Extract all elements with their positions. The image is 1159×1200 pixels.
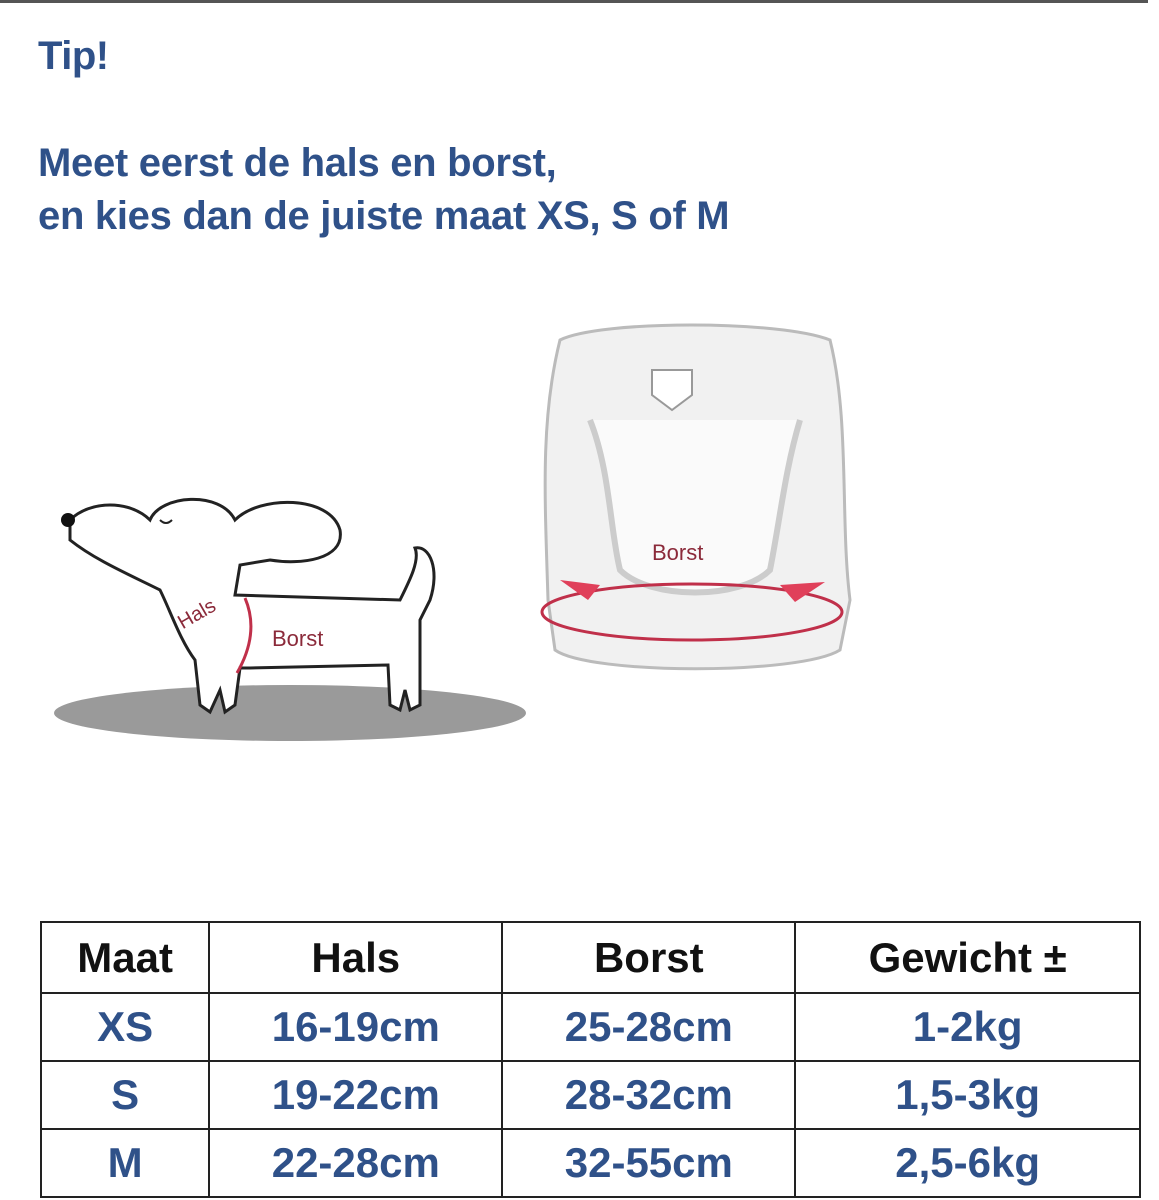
header-hals: Hals <box>208 921 504 994</box>
size-table: Maat Hals Borst Gewicht ± XS 16-19cm 25-… <box>39 921 1141 1198</box>
measurement-illustration: Hals Borst Borst <box>54 323 852 741</box>
cell-chest: 28-32cm <box>501 1060 797 1130</box>
cell-weight: 1,5-3kg <box>794 1060 1141 1130</box>
cell-weight: 1-2kg <box>794 992 1141 1062</box>
dog-drawing <box>54 497 526 741</box>
harness-chest-label: Borst <box>652 540 703 565</box>
cell-chest: 32-55cm <box>501 1128 797 1198</box>
table-row: S 19-22cm 28-32cm 1,5-3kg <box>39 1060 1141 1130</box>
cell-weight: 2,5-6kg <box>794 1128 1141 1198</box>
table-row: XS 16-19cm 25-28cm 1-2kg <box>39 992 1141 1062</box>
cell-chest: 25-28cm <box>501 992 797 1062</box>
instruction-line-1: Meet eerst de hals en borst, <box>38 141 557 185</box>
cell-neck: 22-28cm <box>208 1128 504 1198</box>
header-borst: Borst <box>501 921 797 994</box>
cell-neck: 16-19cm <box>208 992 504 1062</box>
cell-size: XS <box>39 992 211 1062</box>
paw-badge-icon <box>651 369 693 412</box>
instruction-line-2: en kies dan de juiste maat XS, S of M <box>38 194 730 238</box>
cell-size: S <box>39 1060 211 1130</box>
table-header-row: Maat Hals Borst Gewicht ± <box>39 921 1141 994</box>
cell-size: M <box>39 1128 211 1198</box>
header-maat: Maat <box>39 921 211 994</box>
dog-chest-label: Borst <box>272 626 323 651</box>
table-row: M 22-28cm 32-55cm 2,5-6kg <box>39 1128 1141 1198</box>
header-gewicht: Gewicht ± <box>794 921 1141 994</box>
cell-neck: 19-22cm <box>208 1060 504 1130</box>
tip-heading: Tip! <box>38 34 109 78</box>
top-divider <box>0 0 1148 3</box>
harness-drawing <box>540 323 852 671</box>
